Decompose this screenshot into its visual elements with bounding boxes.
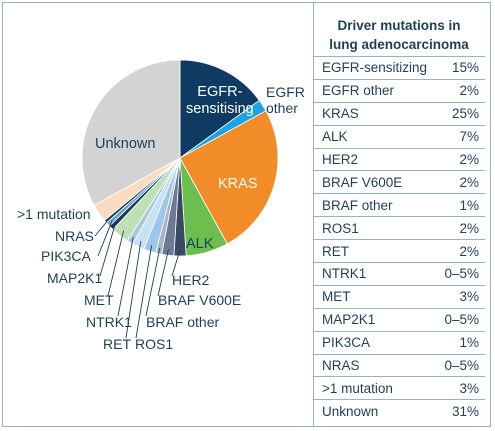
slice-label: HER2 bbox=[172, 272, 210, 288]
row-label: HER2 bbox=[322, 152, 359, 167]
row-value: 2% bbox=[459, 174, 479, 190]
table-title: Driver mutations in lung adenocarcinoma bbox=[313, 12, 485, 56]
slice-label: PIK3CA bbox=[41, 248, 91, 264]
slice-label: NTRK1 bbox=[86, 314, 132, 330]
row-value: 2% bbox=[459, 83, 479, 99]
leader-line bbox=[94, 217, 111, 237]
table-row: BRAF other 1% bbox=[313, 193, 485, 216]
row-value: 31% bbox=[451, 403, 479, 419]
table-row: EGFR-sensitizing 15% bbox=[313, 56, 485, 79]
slice-label: NRAS bbox=[55, 228, 94, 244]
slice-label: BRAF V600E bbox=[158, 292, 242, 308]
leader-line bbox=[107, 230, 125, 297]
table-row: Unknown 31% bbox=[313, 399, 485, 422]
row-label: BRAF other bbox=[322, 197, 393, 213]
leader-line bbox=[135, 245, 153, 339]
row-label: NTRK1 bbox=[322, 266, 367, 282]
row-value: 2% bbox=[459, 220, 479, 236]
slice-label: Unknown bbox=[95, 136, 156, 152]
slice-label: ROS1 bbox=[135, 336, 174, 352]
leader-line bbox=[99, 223, 116, 277]
table-row: ROS1 2% bbox=[313, 216, 485, 239]
row-value: 0–5% bbox=[444, 312, 479, 328]
table-row: KRAS 25% bbox=[313, 101, 485, 125]
table-row: MET 3% bbox=[313, 284, 485, 308]
table-row: ALK 7% bbox=[313, 124, 485, 148]
slice-label: EGFR other bbox=[266, 84, 305, 116]
table-row: HER2 2% bbox=[313, 147, 485, 171]
leader-line bbox=[97, 220, 113, 257]
slice-label: MAP2K1 bbox=[47, 270, 103, 286]
row-value: 0–5% bbox=[444, 266, 479, 282]
row-value: 1% bbox=[459, 197, 479, 213]
table-row: PIK3CA 1% bbox=[313, 330, 485, 354]
row-label: EGFR-sensitizing bbox=[322, 60, 428, 76]
table-row: EGFR other 2% bbox=[313, 78, 485, 102]
table-row: BRAF V600E 2% bbox=[313, 170, 485, 193]
table-row: RET 2% bbox=[313, 239, 485, 262]
leader-line bbox=[145, 247, 161, 317]
row-label: KRAS bbox=[322, 106, 359, 122]
row-label: MET bbox=[322, 289, 351, 305]
row-value: 3% bbox=[459, 289, 479, 305]
row-label: MAP2K1 bbox=[322, 312, 376, 328]
row-value: 25% bbox=[451, 106, 479, 122]
leader-line bbox=[117, 237, 134, 317]
table-title-line1: Driver mutations in bbox=[337, 18, 461, 33]
row-label: Unknown bbox=[322, 403, 379, 419]
slice-label: >1 mutation bbox=[17, 206, 91, 222]
row-value: 2% bbox=[459, 243, 479, 259]
row-label: ALK bbox=[322, 129, 348, 145]
slice-label: RET bbox=[103, 336, 131, 352]
row-value: 0–5% bbox=[444, 358, 479, 374]
leader-line bbox=[171, 249, 181, 277]
row-label: >1 mutation bbox=[322, 380, 393, 396]
row-label: NRAS bbox=[322, 358, 360, 374]
row-label: RET bbox=[322, 243, 349, 259]
row-value: 15% bbox=[451, 60, 479, 76]
mutation-table: Driver mutations in lung adenocarcinoma … bbox=[313, 12, 485, 422]
slice-label: MET bbox=[84, 292, 114, 308]
table-title-line2: lung adenocarcinoma bbox=[329, 37, 469, 52]
table-divider bbox=[313, 2, 314, 427]
row-label: BRAF V600E bbox=[322, 174, 403, 190]
slice-label: BRAF other bbox=[146, 314, 220, 330]
table-row: NRAS 0–5% bbox=[313, 353, 485, 377]
table-rows: EGFR-sensitizing 15% EGFR other 2% KRAS 25% AL… bbox=[313, 56, 485, 422]
slice-label: ALK bbox=[186, 236, 214, 252]
row-label: EGFR other bbox=[322, 83, 395, 99]
leader-line bbox=[157, 249, 169, 297]
row-value: 7% bbox=[459, 129, 479, 145]
pie-chart bbox=[81, 59, 279, 339]
row-label: ROS1 bbox=[322, 220, 359, 236]
slice-label: KRAS bbox=[218, 176, 258, 192]
pie-slice-kras bbox=[179, 110, 279, 245]
row-value: 3% bbox=[459, 380, 479, 396]
slice-label: EGFR- sensitising bbox=[186, 84, 254, 117]
table-row: MAP2K1 0–5% bbox=[313, 307, 485, 331]
pie-slice-unknown bbox=[81, 59, 181, 206]
leader-line bbox=[125, 241, 142, 339]
row-label: PIK3CA bbox=[322, 335, 371, 351]
row-value: 1% bbox=[459, 335, 479, 351]
row-value: 2% bbox=[459, 152, 479, 167]
table-row: >1 mutation 3% bbox=[313, 376, 485, 399]
table-row: NTRK1 0–5% bbox=[313, 262, 485, 285]
pie-slice-egfr-sensitising bbox=[179, 59, 260, 159]
